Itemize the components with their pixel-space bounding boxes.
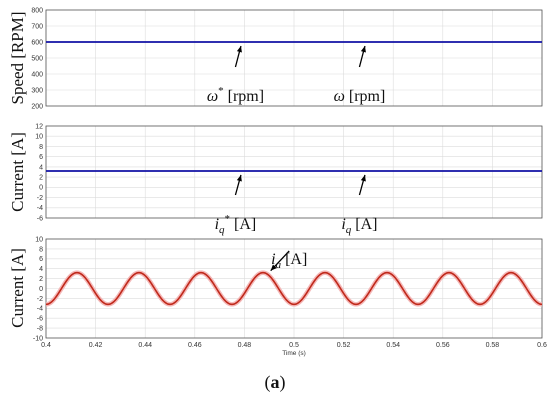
y-tick-label: 300 [31,87,43,94]
y-tick-label: 4 [39,266,43,273]
y-tick-label: 800 [31,7,43,14]
x-tick-label: 0.5 [289,342,299,349]
y-tick-label: 10 [35,236,43,243]
y-tick-label: -2 [37,195,43,202]
x-tick-label: 0.48 [238,342,252,349]
figure-caption: (a) [0,372,550,393]
y-tick-label: 12 [35,123,43,130]
x-tick-label: 0.54 [386,342,400,349]
ia-current-line [45,271,543,306]
y-tick-label: 8 [39,144,43,151]
annotation-label: ω* [rpm] [207,85,264,105]
caption-open: ( [264,372,271,392]
annotation-label: ia [A] [271,251,307,271]
y-tick-label: 400 [31,71,43,78]
annotation-arrowhead [236,46,242,53]
caption-letter: a [270,372,280,392]
y-tick-label: 2 [39,276,43,283]
x-tick-label: 0.58 [486,342,500,349]
annotation-label: ω [rpm] [334,88,386,105]
y-tick-label: 2 [39,175,43,182]
y-axis-label: Speed [RPM] [8,11,27,104]
y-tick-label: 4 [39,164,43,171]
annotation-arrowhead [236,174,242,182]
y-tick-label: -6 [37,215,43,222]
x-tick-label: 0.52 [337,342,351,349]
x-tick-label: 0.42 [89,342,103,349]
ia-current-panel: -10 -8 -6 -4 -2 0 2 4 6 8 10 Current [A] 0.4 0.42 0.44… [8,236,547,357]
y-tick-label: -6 [37,316,43,323]
x-tick-label: 0.46 [188,342,202,349]
y-tick-label: 0 [39,286,43,293]
x-tick-label: 0.4 [41,342,51,349]
y-axis-label: Current [A] [8,132,27,212]
y-axis-label: Current [A] [8,248,27,328]
y-tick-label: 600 [31,39,43,46]
y-tick-label: 700 [31,23,43,30]
iq-current-panel: -6 -4 -2 0 2 4 6 8 10 12 Current [A] iq* [A] iq [A] [8,123,543,236]
y-tick-label: 6 [39,154,43,161]
y-tick-label: -2 [37,296,43,303]
y-tick-label: 0 [39,185,43,192]
annotation-arrowhead [360,174,366,182]
x-tick-label: 0.44 [138,342,152,349]
y-tick-label: -10 [33,335,43,342]
plot-frame [45,9,543,107]
x-axis-label: Time (s) [282,350,306,357]
annotation-arrowhead [360,46,366,53]
x-tick-label: 0.56 [436,342,450,349]
x-tick-label: 0.6 [537,342,547,349]
plot-frame [45,238,543,339]
y-tick-label: 6 [39,256,43,263]
y-tick-label: 8 [39,246,43,253]
y-tick-label: -4 [37,306,43,313]
y-tick-label: -4 [37,205,43,212]
y-tick-label: -8 [37,326,43,333]
caption-close: ) [279,372,286,392]
plot-frame [45,125,543,219]
y-tick-label: 200 [31,103,43,110]
y-tick-label: 10 [35,134,43,141]
annotation-label: iq [A] [341,216,377,236]
annotation-arrowhead [270,264,277,271]
annotation-label: iq* [A] [215,213,257,236]
y-tick-label: 500 [31,55,43,62]
speed-panel: 200 300 400 500 600 700 800 Speed [RPM] ω* [rpm]… [8,7,543,110]
